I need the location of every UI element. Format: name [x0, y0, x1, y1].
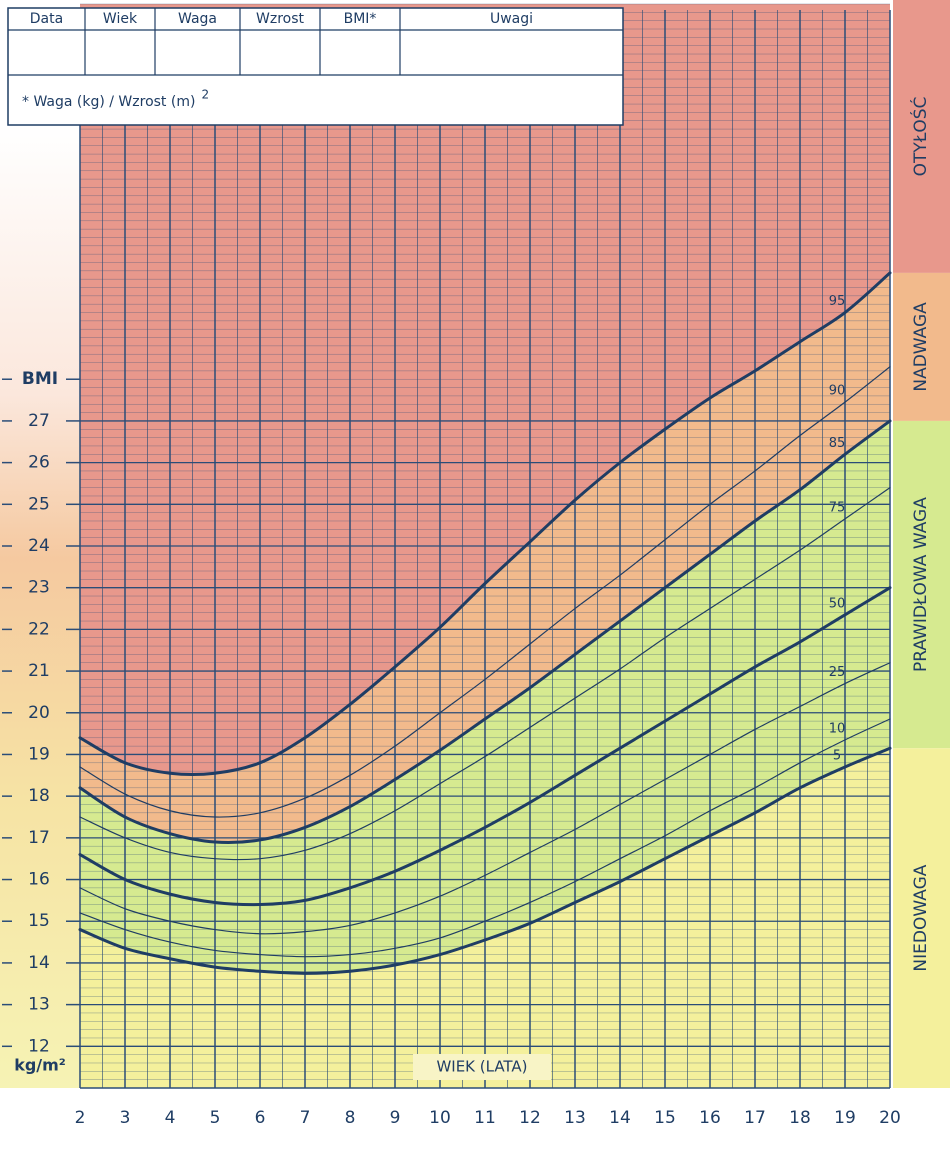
x-tick-label: 15 — [654, 1108, 676, 1128]
percentile-label: 90 — [829, 384, 846, 399]
y-tick-label: 26 — [28, 453, 50, 473]
y-tick-label: 25 — [28, 494, 50, 514]
percentile-label: 95 — [829, 294, 846, 309]
percentile-label: 85 — [829, 436, 846, 451]
y-tick-label: 14 — [28, 953, 50, 973]
x-tick-label: 12 — [519, 1108, 541, 1128]
table-header: Data — [30, 11, 63, 27]
table-note-superscript: 2 — [201, 88, 209, 102]
percentile-label: 75 — [829, 500, 846, 515]
y-tick-label: 21 — [28, 661, 50, 681]
x-tick-label: 5 — [210, 1108, 221, 1128]
x-tick-label: 13 — [564, 1108, 586, 1128]
x-tick-label: 14 — [609, 1108, 631, 1128]
zone-label: OTYŁOŚĆ — [909, 97, 931, 177]
y-tick-label: 15 — [28, 911, 50, 931]
page: 1213141516171819202122232425262723456789… — [0, 0, 950, 1152]
x-tick-label: 6 — [255, 1108, 266, 1128]
percentile-label: 5 — [833, 748, 841, 763]
percentile-label: 10 — [829, 721, 846, 736]
y-tick-label: 20 — [28, 703, 50, 723]
percentile-label: 50 — [829, 596, 846, 611]
percentile-label: 25 — [829, 665, 846, 680]
y-axis-label: BMI — [22, 369, 58, 389]
y-tick-label: 27 — [28, 411, 50, 431]
zone-label: NIEDOWAGA — [911, 864, 931, 971]
x-tick-label: 16 — [699, 1108, 721, 1128]
y-tick-label: 18 — [28, 786, 50, 806]
y-unit-label: kg/m² — [14, 1056, 66, 1075]
x-tick-label: 2 — [75, 1108, 86, 1128]
y-tick-label: 19 — [28, 744, 50, 764]
zone-label: PRAWIDŁOWA WAGA — [911, 497, 931, 672]
x-tick-label: 20 — [879, 1108, 901, 1128]
data-table: Data Wiek Waga Wzrost BMI* Uwagi * Waga (kg) /… — [8, 8, 623, 125]
x-tick-label: 19 — [834, 1108, 856, 1128]
table-header: Wzrost — [256, 11, 304, 27]
y-tick-label: 16 — [28, 870, 50, 890]
x-tick-label: 10 — [429, 1108, 451, 1128]
x-tick-label: 7 — [300, 1108, 311, 1128]
x-tick-label: 3 — [120, 1108, 131, 1128]
y-tick-label: 17 — [28, 828, 50, 848]
x-axis-label: WIEK (LATA) — [436, 1058, 527, 1076]
x-tick-label: 17 — [744, 1108, 766, 1128]
y-tick-label: 12 — [28, 1036, 50, 1056]
x-tick-label: 18 — [789, 1108, 811, 1128]
table-header: BMI* — [344, 11, 377, 27]
table-header: Uwagi — [490, 11, 533, 27]
x-tick-label: 8 — [345, 1108, 356, 1128]
y-tick-label: 24 — [28, 536, 50, 556]
x-tick-label: 11 — [474, 1108, 496, 1128]
y-tick-label: 23 — [28, 578, 50, 598]
table-header: Wiek — [103, 11, 138, 27]
table-note: * Waga (kg) / Wzrost (m) — [22, 94, 195, 110]
x-tick-label: 9 — [390, 1108, 401, 1128]
table-header: Waga — [178, 11, 217, 27]
y-tick-label: 13 — [28, 995, 50, 1015]
zone-label: NADWAGA — [911, 302, 931, 392]
left-strip — [0, 125, 80, 1088]
chart: 1213141516171819202122232425262723456789… — [0, 0, 950, 1152]
x-tick-label: 4 — [165, 1108, 176, 1128]
y-tick-label: 22 — [28, 619, 50, 639]
